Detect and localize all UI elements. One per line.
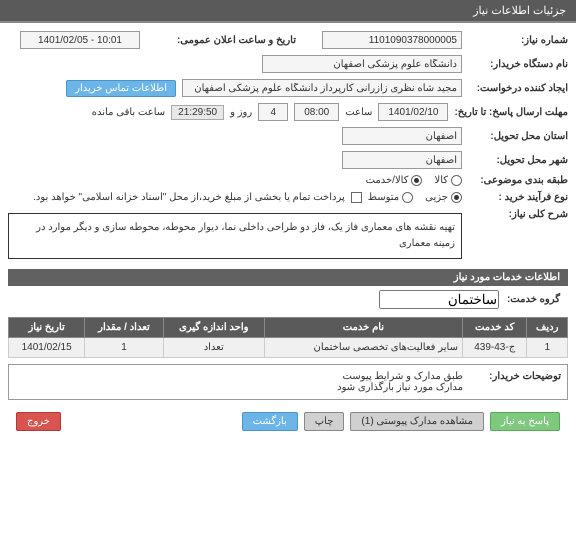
radio-medium-label: متوسط [368, 192, 399, 203]
payment-checkbox[interactable] [351, 192, 362, 203]
service-group-label: گروه خدمت: [507, 294, 560, 305]
back-button[interactable]: بازگشت [242, 412, 298, 431]
th-name: نام خدمت [264, 318, 462, 338]
view-docs-label: مشاهده مدارک پیوستی (1) [361, 416, 473, 427]
print-button[interactable]: چاپ [304, 412, 345, 431]
row-description: شرح کلی نیاز: تهیه نقشه های معماری فاز ی… [8, 209, 568, 263]
row-province: استان محل تحویل: [8, 127, 568, 145]
process-label: نوع فرآیند خرید : [468, 192, 568, 203]
row-creator: ایجاد کننده درخواست: اطلاعات تماس خریدار [8, 79, 568, 97]
radio-icon [402, 192, 413, 203]
remain-label: ساعت باقی مانده [92, 107, 165, 118]
radio-icon-checked [451, 192, 462, 203]
td-name: سایر فعالیت‌های تخصصی ساختمان [264, 338, 462, 358]
days-field [258, 103, 288, 121]
exit-button[interactable]: خروج [16, 412, 61, 431]
time-label-1: ساعت [345, 107, 372, 118]
announce-label: تاریخ و ساعت اعلان عمومی: [146, 35, 296, 46]
buyer-notes-box: توضیحات خریدار: طبق مدارک و شرایط پیوست … [8, 364, 568, 400]
services-section-title: اطلاعات خدمات مورد نیاز [8, 269, 568, 286]
respond-label: پاسخ به نیاز [501, 416, 549, 427]
countdown-timer: 21:29:50 [171, 105, 224, 120]
city-label: شهر محل تحویل: [468, 155, 568, 166]
deadline-date-field [378, 103, 448, 121]
province-label: استان محل تحویل: [468, 131, 568, 142]
subject-type-radio-group: کالا کالا/خدمت [366, 175, 462, 186]
td-unit: تعداد [163, 338, 264, 358]
buyer-field [262, 55, 462, 73]
announce-field [20, 31, 140, 49]
radio-partial-label: جزیی [425, 192, 448, 203]
row-deadline: مهلت ارسال پاسخ: تا تاریخ: ساعت روز و 21… [8, 103, 568, 121]
table-row[interactable]: 1 ج-43-439 سایر فعالیت‌های تخصصی ساختمان… [9, 338, 568, 358]
page-title: جزئیات اطلاعات نیاز [473, 5, 566, 17]
process-radio-group: جزیی متوسط [368, 192, 462, 203]
radio-icon-checked [411, 175, 422, 186]
td-code: ج-43-439 [462, 338, 526, 358]
page-header: جزئیات اطلاعات نیاز [0, 0, 576, 23]
th-unit: واحد اندازه گیری [163, 318, 264, 338]
row-city: شهر محل تحویل: [8, 151, 568, 169]
payment-note-label: پرداخت تمام یا بخشی از مبلغ خرید،از محل … [33, 192, 345, 203]
creator-field [182, 79, 462, 97]
td-row: 1 [527, 338, 568, 358]
radio-kala-label: کالا [434, 175, 448, 186]
radio-partial[interactable]: جزیی [425, 192, 462, 203]
desc-box: تهیه نقشه های معماری فاز یک، فاز دو طراح… [8, 213, 462, 259]
print-label: چاپ [315, 416, 334, 427]
city-field [342, 151, 462, 169]
creator-label: ایجاد کننده درخواست: [468, 83, 568, 94]
need-number-label: شماره نیاز: [468, 35, 568, 46]
service-group-field [379, 290, 499, 309]
radio-icon [451, 175, 462, 186]
th-date: تاریخ نیاز [9, 318, 85, 338]
radio-kala-khadamat[interactable]: کالا/خدمت [366, 175, 423, 186]
days-label: روز و [230, 107, 252, 118]
row-process: نوع فرآیند خرید : جزیی متوسط پرداخت تمام… [8, 192, 568, 203]
notes-text: طبق مدارک و شرایط پیوست مدارک مورد نیاز … [337, 371, 463, 393]
radio-medium[interactable]: متوسط [368, 192, 413, 203]
services-table: ردیف کد خدمت نام خدمت واحد اندازه گیری ت… [8, 317, 568, 358]
contact-buyer-button[interactable]: اطلاعات تماس خریدار [66, 80, 176, 97]
table-header-row: ردیف کد خدمت نام خدمت واحد اندازه گیری ت… [9, 318, 568, 338]
deadline-time-field [294, 103, 339, 121]
exit-label: خروج [27, 416, 50, 427]
td-date: 1401/02/15 [9, 338, 85, 358]
radio-kala[interactable]: کالا [434, 175, 462, 186]
desc-label: شرح کلی نیاز: [468, 209, 568, 220]
view-docs-button[interactable]: مشاهده مدارک پیوستی (1) [350, 412, 484, 431]
buyer-label: نام دستگاه خریدار: [468, 59, 568, 70]
respond-button[interactable]: پاسخ به نیاز [490, 412, 560, 431]
deadline-label: مهلت ارسال پاسخ: تا تاریخ: [454, 107, 568, 118]
need-number-field [322, 31, 462, 49]
button-bar: پاسخ به نیاز مشاهده مدارک پیوستی (1) چاپ… [8, 406, 568, 437]
province-field [342, 127, 462, 145]
row-buyer: نام دستگاه خریدار: [8, 55, 568, 73]
th-code: کد خدمت [462, 318, 526, 338]
row-subject-type: طبقه بندی موضوعی: کالا کالا/خدمت [8, 175, 568, 186]
th-qty: تعداد / مقدار [85, 318, 163, 338]
back-label: بازگشت [253, 416, 287, 427]
row-service-group: گروه خدمت: [8, 286, 568, 313]
subject-type-label: طبقه بندی موضوعی: [468, 175, 568, 186]
form-area: شماره نیاز: تاریخ و ساعت اعلان عمومی: نا… [0, 23, 576, 445]
td-qty: 1 [85, 338, 163, 358]
row-need-number: شماره نیاز: تاریخ و ساعت اعلان عمومی: [8, 31, 568, 49]
notes-label: توضیحات خریدار: [471, 371, 561, 393]
radio-khadamat-label: کالا/خدمت [366, 175, 409, 186]
th-row: ردیف [527, 318, 568, 338]
